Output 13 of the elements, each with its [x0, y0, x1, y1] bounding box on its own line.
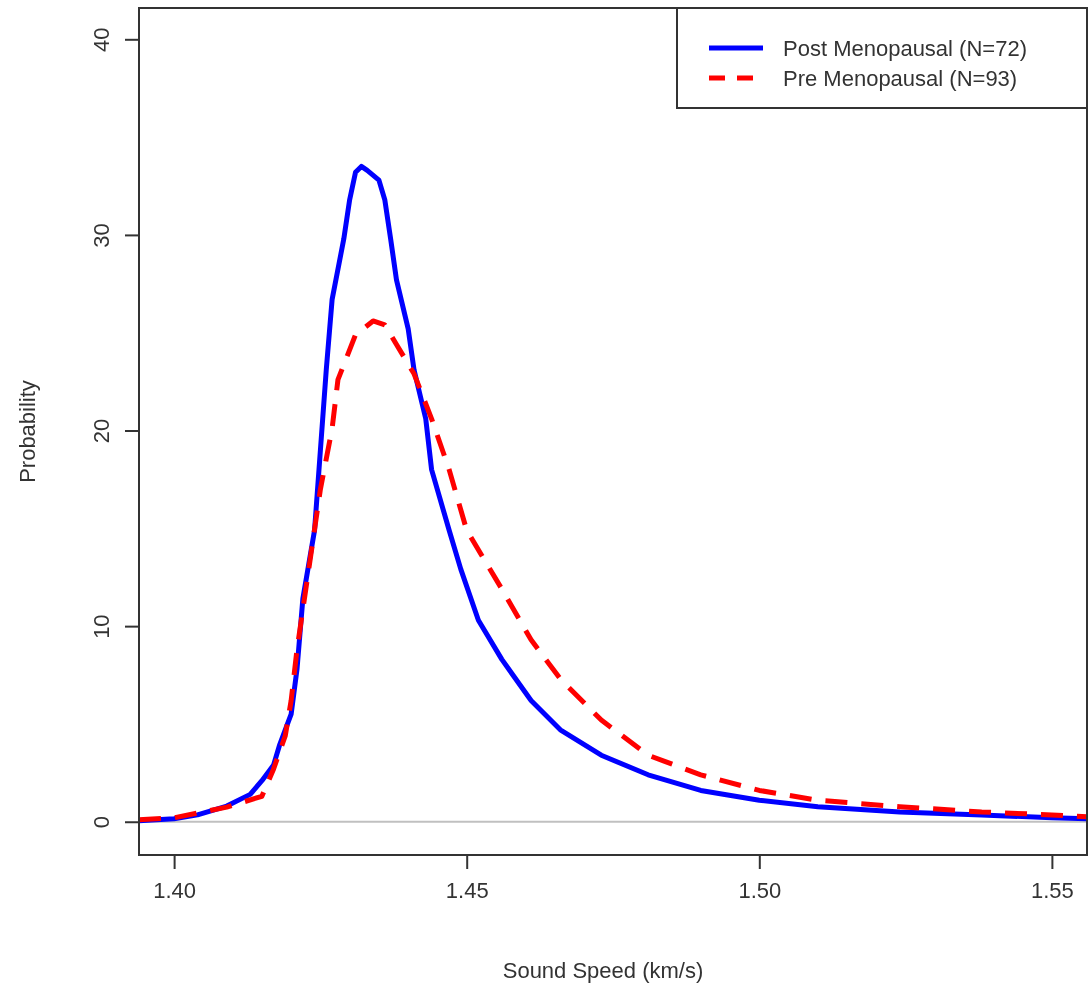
- legend-label: Post Menopausal (N=72): [783, 36, 1027, 61]
- x-tick-label: 1.55: [1030, 878, 1074, 904]
- x-tick-label: 1.50: [738, 878, 782, 904]
- y-tick-label: 0: [89, 816, 114, 829]
- legend-label: Pre Menopausal (N=93): [783, 66, 1018, 91]
- x-tick-label: 1.40: [153, 878, 197, 904]
- x-axis-title: Sound Speed (km/s): [502, 958, 704, 983]
- x-tick-label: 1.45: [445, 878, 489, 904]
- y-tick-label: 40: [89, 27, 114, 53]
- y-tick-label: 20: [89, 418, 114, 444]
- y-tick-label: 10: [89, 614, 114, 639]
- y-axis-title: Probability: [15, 380, 40, 483]
- y-tick-label: 30: [89, 223, 114, 248]
